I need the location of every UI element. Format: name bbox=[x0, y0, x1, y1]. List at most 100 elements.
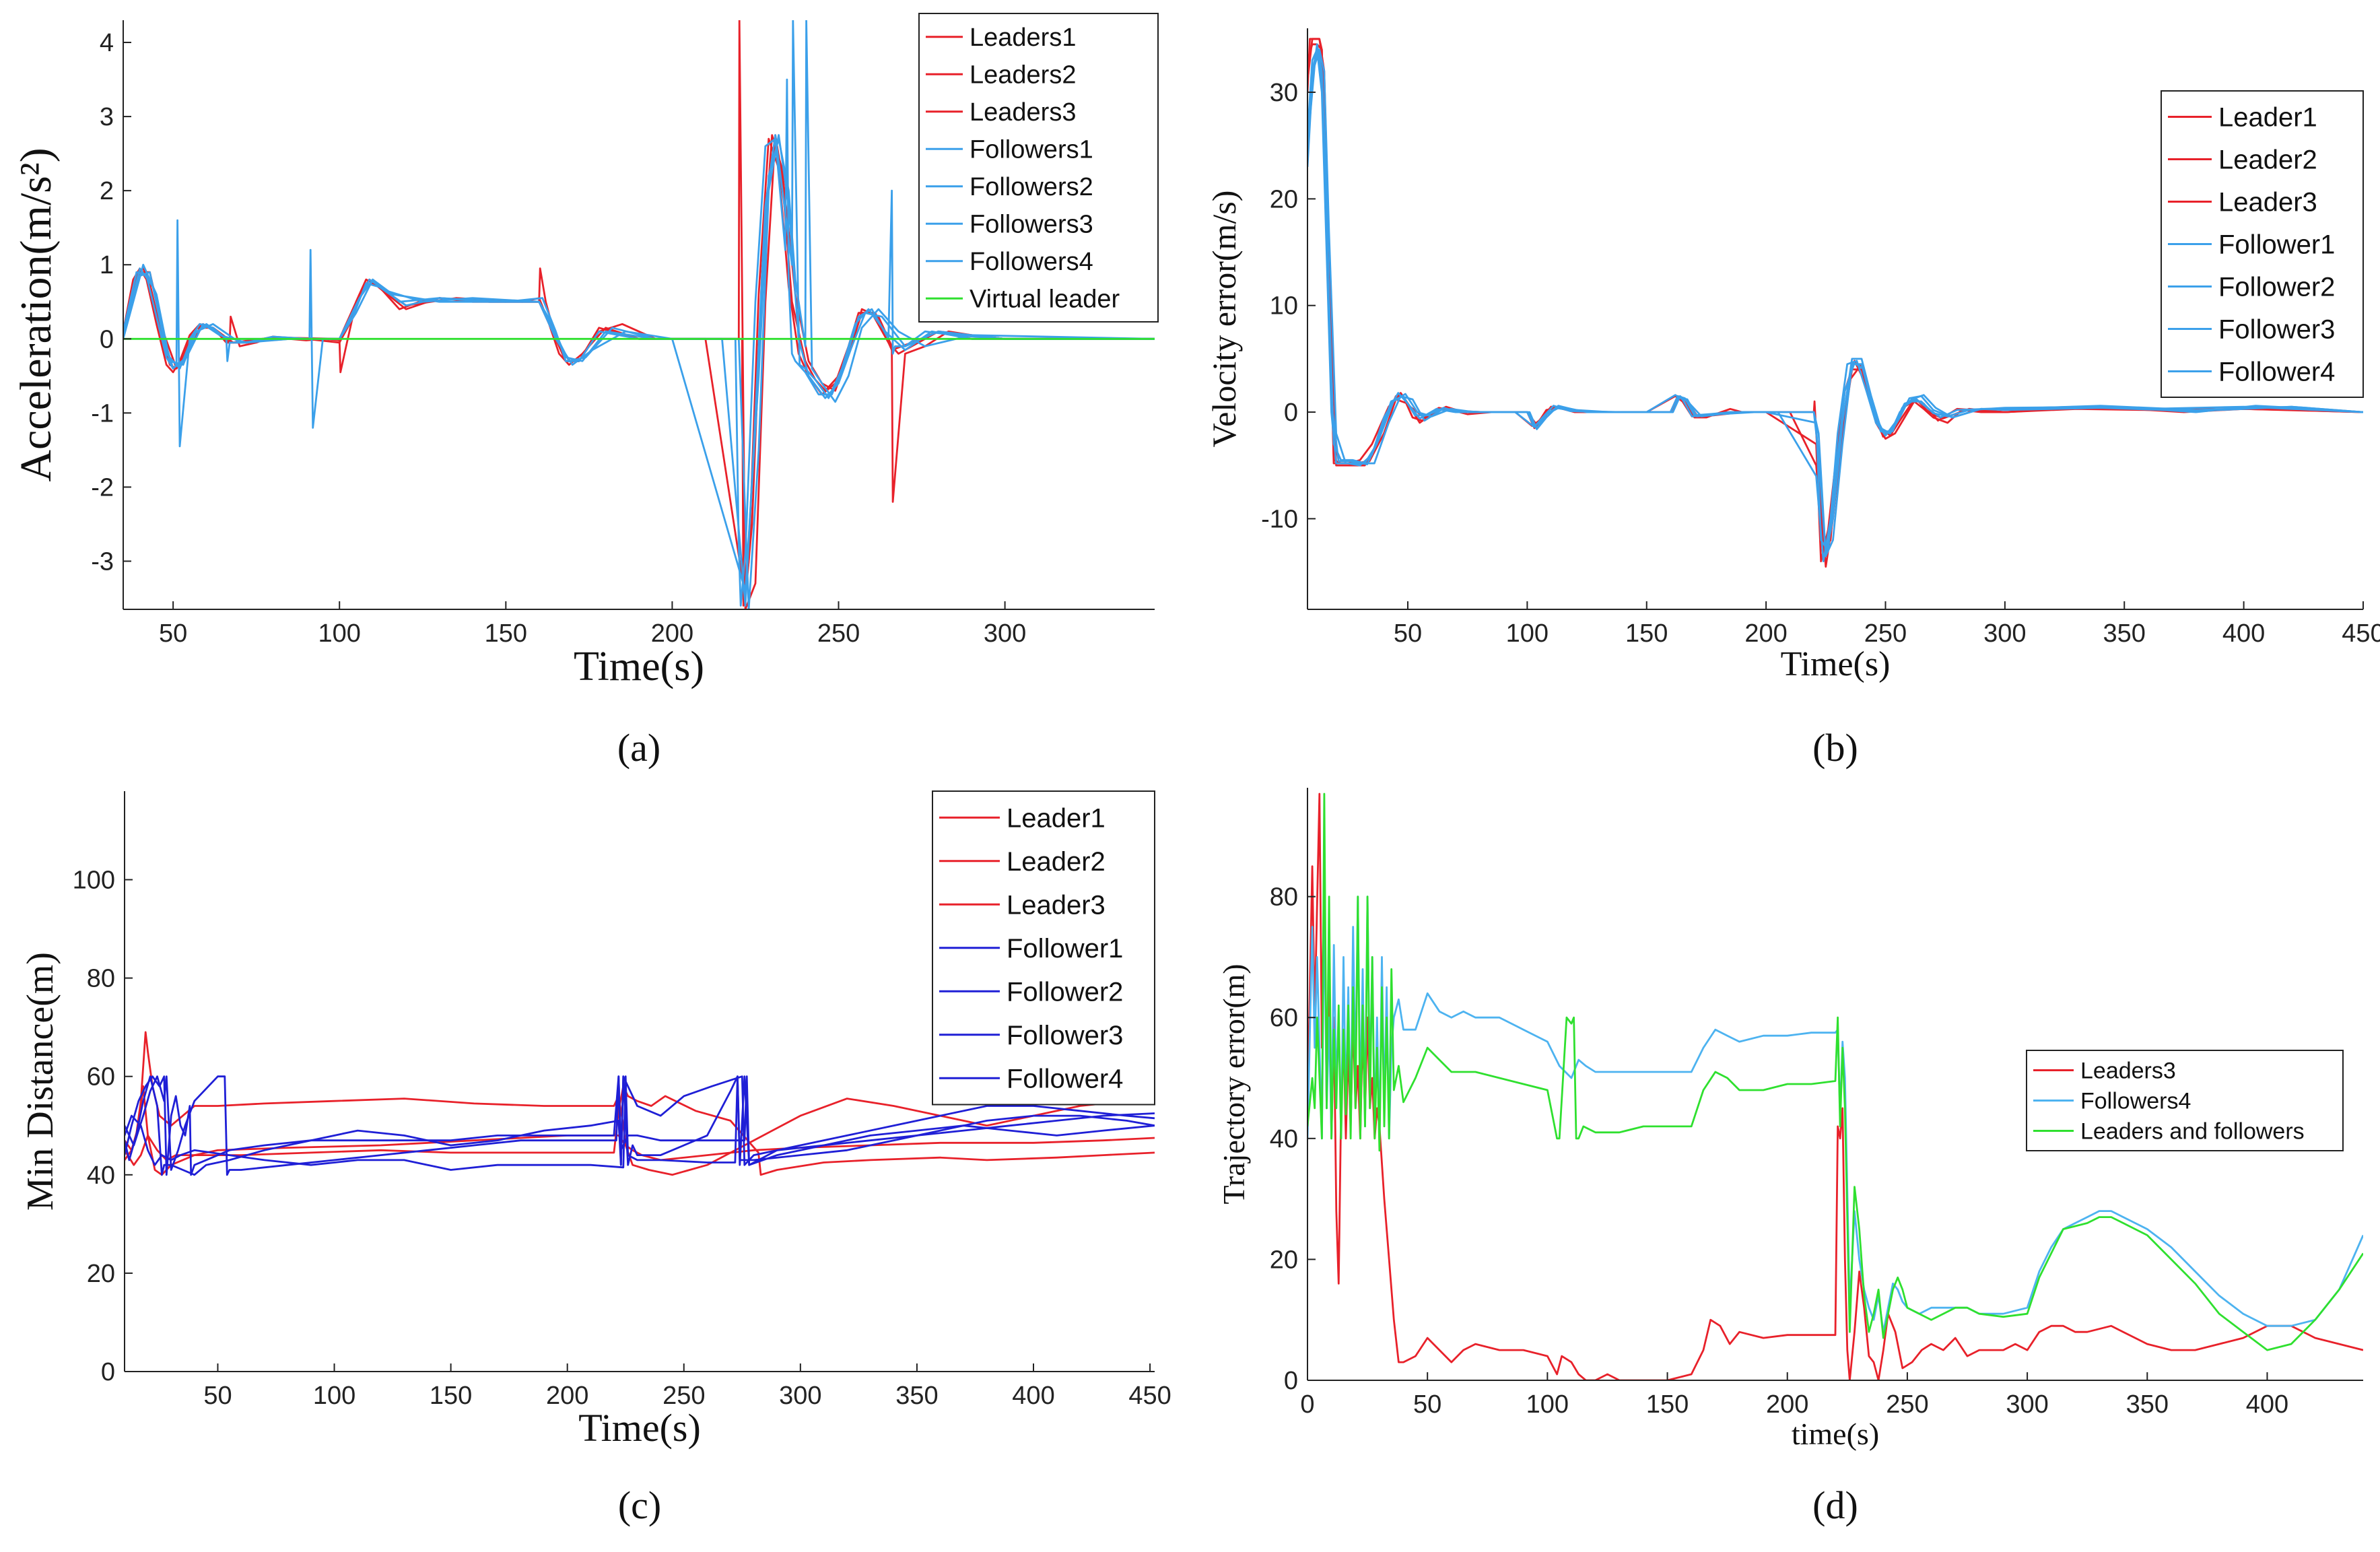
x-axis-title: Time(s) bbox=[578, 1406, 701, 1450]
x-tick-label: 50 bbox=[1394, 619, 1422, 648]
x-tick-label: 200 bbox=[1766, 1390, 1808, 1419]
x-tick-label: 200 bbox=[1744, 619, 1787, 648]
x-tick-label: 50 bbox=[1413, 1390, 1441, 1419]
x-tick-label: 300 bbox=[1983, 619, 2026, 648]
legend: Leaders1 Leaders2 Leaders3 Followers1 Follow… bbox=[918, 13, 1159, 323]
y-tick-label: 20 bbox=[1270, 1246, 1298, 1274]
panel-caption: (a) bbox=[617, 726, 660, 770]
series-line-leaders-and-followers bbox=[1307, 792, 2363, 1351]
x-tick-label: 350 bbox=[895, 1382, 938, 1410]
x-tick-label: 150 bbox=[1625, 619, 1668, 648]
panel-caption: (d) bbox=[1812, 1483, 1858, 1527]
y-tick-label: 60 bbox=[1270, 1004, 1298, 1032]
x-tick-label: 100 bbox=[1506, 619, 1549, 648]
legend-entry: Leader3 bbox=[1007, 890, 1106, 920]
y-tick-label: 60 bbox=[87, 1063, 115, 1091]
series-line-follower2 bbox=[125, 1075, 1155, 1176]
x-tick-label: 250 bbox=[662, 1382, 705, 1410]
x-axis-title: Time(s) bbox=[574, 644, 704, 689]
y-tick-label: 2 bbox=[100, 177, 114, 205]
legend-entry: Leaders3 bbox=[2080, 1058, 2176, 1083]
x-tick-label: 400 bbox=[2222, 619, 2265, 648]
x-tick-label: 50 bbox=[203, 1382, 232, 1410]
y-tick-label: 1 bbox=[100, 251, 114, 279]
legend-entry: Follower1 bbox=[1007, 934, 1123, 964]
x-tick-label: 450 bbox=[2342, 619, 2380, 648]
x-axis-title: Time(s) bbox=[1781, 645, 1891, 683]
y-tick-label: -10 bbox=[1261, 505, 1298, 533]
legend-box bbox=[918, 13, 1159, 323]
legend-entry: Leaders3 bbox=[970, 98, 1076, 127]
x-tick-label: 250 bbox=[1886, 1390, 1928, 1419]
chart-panel-b: 50 100 150 200 250 300 350 400 450 -10 0 10 20 30 Time… bbox=[1205, 28, 2380, 770]
x-tick-label: 150 bbox=[485, 619, 527, 648]
series-line-follower4 bbox=[125, 1075, 1155, 1171]
y-tick-label: 30 bbox=[1270, 79, 1298, 107]
x-tick-label: 100 bbox=[1526, 1390, 1569, 1419]
x-tick-label: 400 bbox=[2246, 1390, 2288, 1419]
series-line-follower3 bbox=[125, 1075, 1155, 1176]
legend-entry: Leaders2 bbox=[970, 61, 1076, 90]
series-line-follower4 bbox=[1307, 43, 2363, 563]
y-tick-label: 40 bbox=[87, 1161, 115, 1190]
legend-entry: Leader2 bbox=[2218, 145, 2317, 175]
y-axis-title: Trajectory error(m) bbox=[1217, 964, 1251, 1204]
legend-entry: Follower4 bbox=[1007, 1064, 1123, 1093]
y-tick-label: 0 bbox=[101, 1358, 115, 1386]
x-tick-label: 200 bbox=[651, 619, 693, 648]
x-tick-label: 450 bbox=[1128, 1382, 1171, 1410]
y-tick-label: 3 bbox=[100, 103, 114, 131]
legend-entry: Follower2 bbox=[2218, 273, 2335, 302]
x-tick-label: 100 bbox=[318, 619, 361, 648]
panel-caption: (c) bbox=[618, 1483, 661, 1527]
x-tick-label: 400 bbox=[1012, 1382, 1054, 1410]
y-tick-label: -3 bbox=[91, 547, 114, 576]
y-tick-label: 0 bbox=[100, 325, 114, 353]
y-tick-label: 10 bbox=[1270, 292, 1298, 320]
y-tick-label: 80 bbox=[1270, 883, 1298, 912]
legend-entry: Follower3 bbox=[2218, 315, 2335, 345]
y-tick-label: 100 bbox=[73, 866, 115, 894]
legend-entry: Follower3 bbox=[1007, 1021, 1123, 1050]
legend-entry: Leader2 bbox=[1007, 847, 1106, 877]
legend-entry: Leader3 bbox=[2218, 188, 2317, 217]
y-tick-label: 80 bbox=[87, 965, 115, 993]
series-group bbox=[1307, 38, 2363, 568]
y-tick-label: 4 bbox=[100, 29, 114, 57]
x-tick-label: 300 bbox=[2006, 1390, 2048, 1419]
y-axis-title: Velocity error(m/s) bbox=[1205, 191, 1243, 448]
chart-panel-a: 50 100 150 200 250 300 -3 -2 -1 0 1 2 3 4 Time(s) Accel… bbox=[11, 13, 1159, 770]
series-group bbox=[125, 1031, 1155, 1176]
series-group bbox=[123, 20, 1155, 609]
legend-entry: Followers1 bbox=[970, 136, 1093, 164]
x-tick-label: 300 bbox=[779, 1382, 821, 1410]
series-group bbox=[1307, 792, 2363, 1380]
x-tick-label: 300 bbox=[984, 619, 1026, 648]
legend-box bbox=[2026, 1050, 2344, 1151]
x-tick-label: 150 bbox=[430, 1382, 472, 1410]
x-tick-label: 250 bbox=[1864, 619, 1907, 648]
y-axis-title: Acceleration(m/s²) bbox=[11, 147, 61, 481]
x-tick-label: 150 bbox=[1646, 1390, 1689, 1419]
x-axis-title: time(s) bbox=[1792, 1417, 1879, 1451]
series-line-follower3 bbox=[1307, 48, 2363, 558]
y-tick-label: 0 bbox=[1284, 399, 1298, 427]
y-tick-label: 0 bbox=[1284, 1367, 1298, 1395]
legend: Leaders3 Followers4 Leaders and followers bbox=[2026, 1050, 2344, 1151]
legend-entry: Follower4 bbox=[2218, 358, 2335, 387]
y-tick-label: 20 bbox=[87, 1260, 115, 1288]
x-tick-label: 50 bbox=[159, 619, 187, 648]
x-tick-label: 100 bbox=[313, 1382, 355, 1410]
legend-entry: Followers3 bbox=[970, 211, 1093, 239]
legend-entry: Follower2 bbox=[1007, 977, 1123, 1007]
y-tick-label: 40 bbox=[1270, 1125, 1298, 1153]
legend: Leader1 Leader2 Leader3 Follower1 Follower2 F… bbox=[932, 790, 1155, 1106]
x-tick-label: 0 bbox=[1300, 1390, 1314, 1419]
legend-entry: Followers2 bbox=[970, 173, 1093, 201]
chart-panel-d: 0 50 100 150 200 250 300 350 400 0 20 40 60 80 time(s)… bbox=[1217, 788, 2363, 1527]
legend-entry: Leaders and followers bbox=[2080, 1118, 2305, 1144]
x-tick-label: 350 bbox=[2103, 619, 2146, 648]
y-tick-label: 20 bbox=[1270, 185, 1298, 213]
x-tick-label: 350 bbox=[2126, 1390, 2169, 1419]
legend-entry: Follower1 bbox=[2218, 230, 2335, 260]
